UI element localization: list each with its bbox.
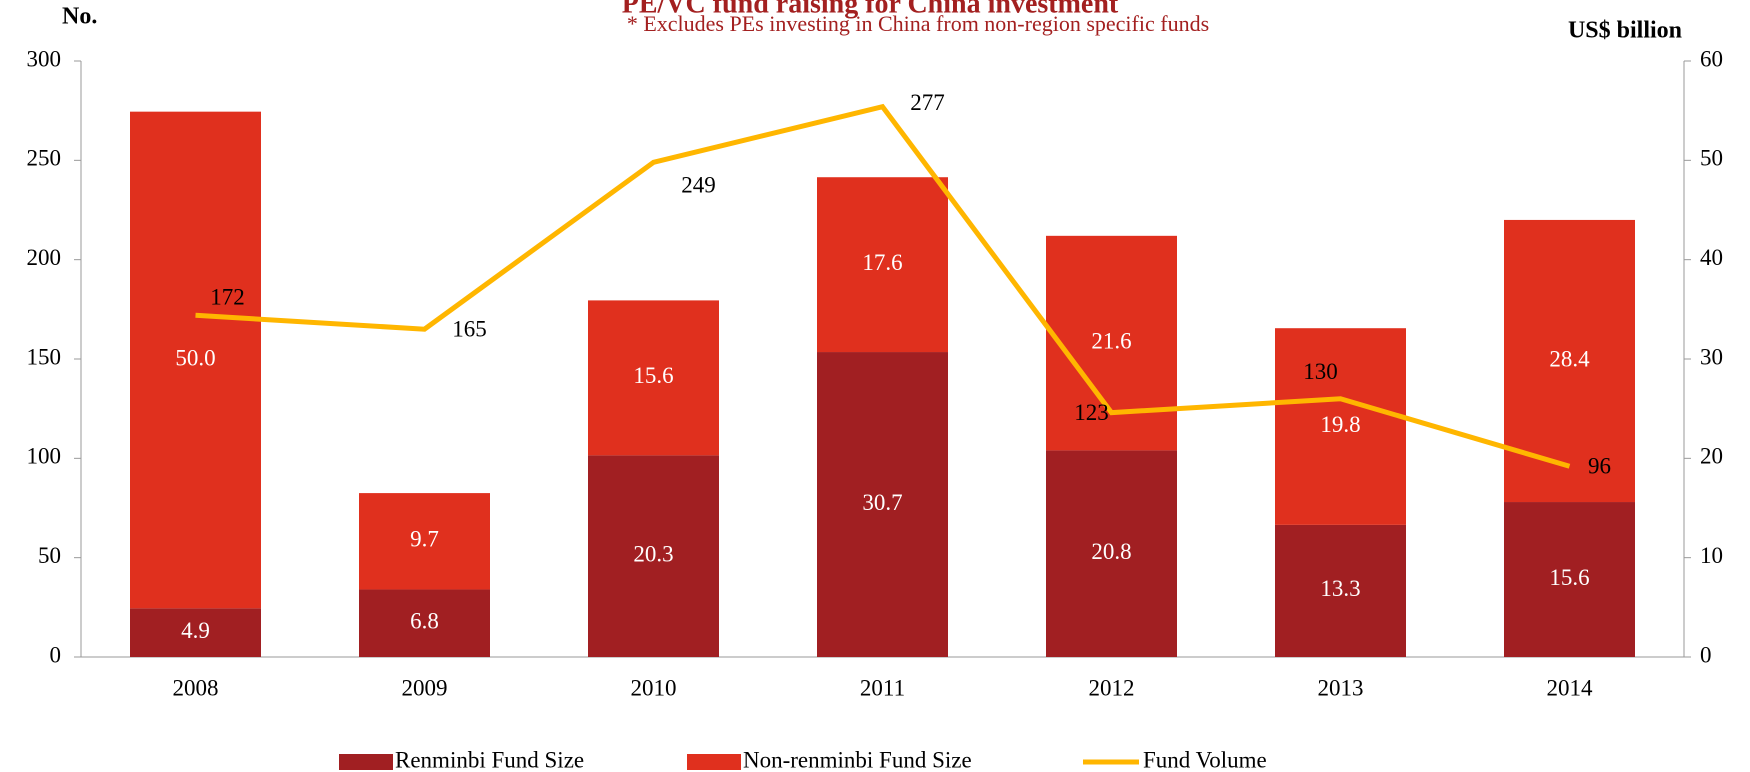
- y-tick-label: 250: [27, 146, 62, 171]
- y-tick-label: 100: [27, 444, 62, 469]
- legend-label: Fund Volume: [1143, 747, 1267, 772]
- y2-tick-label: 40: [1700, 245, 1723, 270]
- bar-value-label: 21.6: [1091, 328, 1131, 353]
- bar-segment: [359, 493, 490, 590]
- x-tick-label: 2014: [1547, 675, 1594, 700]
- line-value-label: 96: [1588, 454, 1611, 479]
- bar-value-label: 9.7: [410, 527, 439, 552]
- y-tick-label: 200: [27, 245, 62, 270]
- bar-value-label: 50.0: [175, 345, 215, 370]
- y2-tick-label: 10: [1700, 543, 1723, 568]
- x-tick-label: 2008: [173, 675, 219, 700]
- line-value-label: 130: [1303, 359, 1338, 384]
- y2-tick-label: 0: [1700, 642, 1712, 667]
- bar-segment: [1275, 328, 1406, 525]
- y2-tick-label: 50: [1700, 146, 1723, 171]
- bar-segment: [359, 589, 490, 657]
- x-tick-label: 2011: [860, 675, 905, 700]
- bar-value-label: 20.8: [1091, 539, 1131, 564]
- y-tick-label: 0: [50, 642, 62, 667]
- x-tick-label: 2009: [402, 675, 448, 700]
- line-value-label: 277: [910, 90, 945, 115]
- chart-title: PE/VC fund raising for China investment: [622, 0, 1119, 19]
- bar-segment: [130, 111, 261, 609]
- line-value-label: 165: [452, 316, 487, 341]
- x-tick-label: 2012: [1089, 675, 1135, 700]
- legend-swatch: [339, 754, 393, 770]
- bar-segment: [817, 352, 948, 657]
- y2-tick-label: 30: [1700, 344, 1723, 369]
- bar-segment: [817, 177, 948, 353]
- x-tick-label: 2013: [1318, 675, 1364, 700]
- y2-tick-label: 20: [1700, 444, 1723, 469]
- bar-value-label: 19.8: [1320, 412, 1360, 437]
- line-value-label: 249: [681, 173, 716, 198]
- y-axis-title: No.: [62, 4, 97, 30]
- bar-segment: [588, 300, 719, 456]
- y2-axis-title: US$ billion: [1568, 18, 1682, 44]
- bar-segment: [1504, 502, 1635, 657]
- y2-tick-label: 60: [1700, 46, 1723, 71]
- y-tick-label: 300: [27, 46, 62, 71]
- line-value-label: 123: [1074, 400, 1109, 425]
- legend-label: Non-renminbi Fund Size: [743, 747, 972, 772]
- bar-segment: [1046, 450, 1177, 657]
- bar-segment: [1275, 524, 1406, 657]
- bar-value-label: 28.4: [1549, 346, 1590, 371]
- bar-segment: [588, 455, 719, 657]
- x-tick-label: 2010: [631, 675, 677, 700]
- legend-swatch: [687, 754, 741, 770]
- line-series: [195, 103, 1571, 469]
- bar-value-label: 15.6: [1549, 565, 1589, 590]
- legend-label: Renminbi Fund Size: [395, 747, 584, 772]
- y-tick-label: 150: [27, 344, 62, 369]
- line-value-label: 172: [210, 285, 245, 310]
- bar-value-label: 17.6: [862, 250, 902, 275]
- bar-value-label: 13.3: [1320, 576, 1360, 601]
- y-tick-label: 50: [38, 543, 61, 568]
- chart-subtitle: * Excludes PEs investing in China from n…: [627, 11, 1209, 36]
- bar-value-label: 20.3: [633, 541, 673, 566]
- bar-value-label: 4.9: [181, 618, 210, 643]
- bar-value-label: 6.8: [410, 609, 439, 634]
- bar-value-label: 30.7: [862, 490, 902, 515]
- bar-value-label: 15.6: [633, 363, 673, 388]
- bar-segment: [130, 608, 261, 657]
